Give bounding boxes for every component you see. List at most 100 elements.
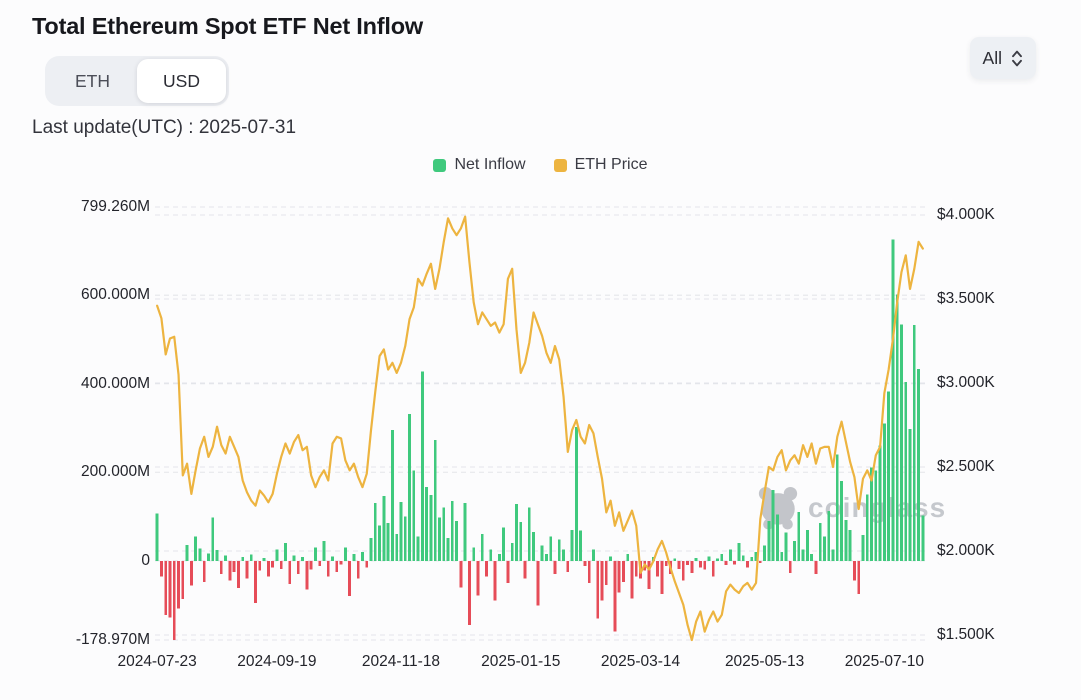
time-range-select[interactable]: All [969,37,1036,79]
net-inflow-bar [818,523,822,561]
legend-item-net-inflow[interactable]: Net Inflow [433,156,526,174]
net-inflow-bar [532,532,535,561]
legend-label: Net Inflow [454,156,526,173]
net-inflow-bar [416,536,420,561]
chart-legend: Net Inflow ETH Price [0,156,1081,174]
net-inflow-bar [767,520,771,561]
net-inflow-bar [690,560,694,574]
net-inflow-bar [699,560,702,568]
net-inflow-bar [497,554,501,561]
net-inflow-bar [292,555,296,561]
net-inflow-bar [237,560,240,589]
net-inflow-bar [420,371,424,561]
net-inflow-bar [891,239,895,561]
net-inflow-bar [733,560,737,565]
net-inflow-bar [164,560,168,615]
net-inflow-bar [865,494,869,561]
net-inflow-bar [805,529,809,561]
y-tick-right: $2.000K [937,542,995,559]
net-inflow-bar [874,470,878,561]
net-inflow-bar [425,486,429,561]
net-inflow-bar [861,535,865,561]
y-tick-left: 799.260M [81,198,150,215]
net-inflow-bar [677,560,681,569]
net-inflow-bar [365,560,369,568]
net-inflow-bar [763,545,766,561]
y-tick-left: 400.000M [81,374,150,392]
net-inflow-bar [382,496,386,561]
net-inflow-bar [617,560,621,593]
net-inflow-bar [711,560,715,577]
net-inflow-bar [211,517,215,561]
net-inflow-bar [545,554,548,561]
net-inflow-bar [262,558,266,561]
net-inflow-bar [921,515,925,561]
net-inflow-bar [266,560,270,577]
net-inflow-bar [600,560,604,601]
net-inflow-bar [224,555,227,561]
net-inflow-bar [664,560,668,567]
net-inflow-bar [536,560,540,606]
net-inflow-bar [472,547,476,561]
net-inflow-bar [827,511,831,561]
net-inflow-bar [904,381,908,561]
net-inflow-bar [408,413,411,561]
toggle-option-eth[interactable]: ETH [48,59,137,103]
net-inflow-bar [626,554,630,561]
net-inflow-bar [361,551,364,561]
net-inflow-bar [570,529,574,561]
net-inflow-bar [647,560,651,590]
net-inflow-bar [523,560,527,579]
net-inflow-bar [562,549,565,561]
toggle-option-usd[interactable]: USD [137,59,226,103]
net-inflow-bar [566,560,570,572]
net-inflow-bar [788,560,792,574]
chart-plot-area[interactable] [155,200,925,650]
chart-canvas[interactable] [155,200,925,650]
net-inflow-bar [284,543,287,561]
net-inflow-bar [917,369,920,561]
net-inflow-bar [549,536,553,561]
net-inflow-bar [887,391,891,561]
last-update-text: Last update(UTC) : 2025-07-31 [32,117,297,138]
x-tick-date: 2024-07-23 [117,653,197,670]
y-tick-left: 600.000M [81,286,150,304]
net-inflow-bar [442,507,446,561]
currency-toggle[interactable]: ETH USD [45,56,229,106]
x-tick-date: 2024-09-19 [237,653,317,670]
time-range-value: All [982,47,1002,68]
net-inflow-bar [857,560,861,594]
y-tick-right: $4.000K [937,206,995,223]
x-axis-dates: 2024-07-23 2024-09-19 2024-11-18 2025-01-15… [117,650,925,674]
net-inflow-bar [463,503,467,561]
net-inflow-bar [305,560,309,590]
net-inflow-bar [574,427,578,561]
net-inflow-bar [540,545,544,561]
net-inflow-bar [810,554,814,561]
net-inflow-bar [557,539,561,561]
net-inflow-bar [912,324,916,561]
net-inflow-bar [271,560,275,568]
x-tick-date: 2025-03-14 [600,653,681,670]
net-inflow-bar [185,544,189,561]
y-tick-right: $3.000K [937,374,995,391]
net-inflow-bar [181,560,185,599]
net-inflow-bar [519,521,523,561]
net-inflow-bar [258,560,262,571]
net-inflow-bar [198,548,202,561]
net-inflow-bar [403,516,407,561]
net-inflow-bar [613,560,617,632]
net-inflow-bar [720,554,724,561]
net-inflow-bar [630,560,634,599]
net-inflow-bar [369,537,373,561]
net-inflow-bar [754,551,758,561]
eth-price-swatch-icon [553,158,567,172]
net-inflow-bar [604,560,608,586]
net-inflow-bar [728,549,732,561]
legend-item-eth-price[interactable]: ETH Price [553,156,648,174]
net-inflow-bar [429,494,433,561]
net-inflow-bar [853,560,856,581]
net-inflow-bar [386,523,390,561]
net-inflow-bar [232,560,236,572]
net-inflow-bar [724,560,728,566]
